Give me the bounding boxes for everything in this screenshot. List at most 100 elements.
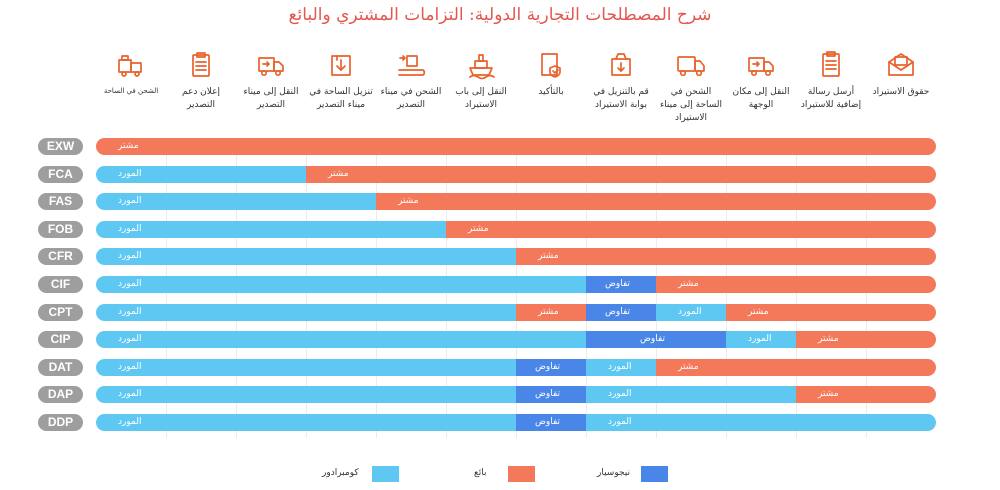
incoterm-code: FOB — [38, 220, 83, 238]
segment-buyer: مشتر — [306, 165, 936, 183]
segment-supplier: المورد — [96, 220, 446, 238]
legend-swatch-supplier — [372, 466, 399, 482]
segment-label: المورد — [118, 389, 142, 400]
incoterm-code: DAP — [38, 386, 83, 404]
segment-supplier: المورد — [96, 358, 516, 376]
segment-label: تفاوض — [535, 417, 561, 427]
segment-supplier: المورد — [96, 276, 586, 293]
legend-label: كومبرادور — [322, 468, 359, 478]
segment-label: المورد — [118, 251, 142, 262]
segment-negotiate: تفاوض — [516, 414, 586, 431]
segment-label: مشتر — [118, 141, 139, 151]
box-download-icon — [326, 50, 356, 80]
incoterm-code: FAS — [38, 193, 83, 211]
segment-label: المورد — [608, 361, 632, 372]
segment-supplier: المورد — [586, 386, 796, 404]
segment-negotiate: تفاوض — [586, 303, 656, 321]
segment-buyer: مشتر — [516, 303, 586, 321]
segment-negotiate: تفاوض — [516, 358, 586, 376]
column-header: أرسل رسالة إضافية للاستيراد — [800, 87, 862, 110]
legend-swatch-negotiate — [641, 466, 668, 482]
incoterm-code: CIF — [38, 276, 83, 293]
segment-buyer: مشتر — [446, 220, 936, 238]
segment-supplier: المورد — [96, 386, 516, 404]
column-header: النقل إلى باب الاستيراد — [455, 87, 507, 110]
column-header: النقل إلى مكان الوجهة — [732, 87, 790, 110]
truck-icon — [676, 50, 706, 80]
incoterm-code: CIP — [38, 331, 83, 349]
segment-label: مشتر — [398, 196, 419, 207]
segment-label: المورد — [118, 361, 142, 372]
segment-label: المورد — [748, 334, 772, 345]
legend-swatch-buyer — [508, 466, 535, 482]
segment-label: تفاوض — [640, 334, 666, 345]
incoterm-code: FCA — [38, 165, 83, 183]
segment-buyer: مشتر — [656, 358, 936, 376]
page-title: شرح المصطلحات التجارية الدولية: التزامات… — [288, 5, 712, 25]
segment-label: المورد — [118, 306, 142, 317]
envelope-icon — [886, 50, 916, 80]
segment-label: المورد — [118, 223, 142, 234]
segment-label: مشتر — [328, 168, 349, 179]
segment-label: مشتر — [538, 306, 559, 317]
segment-negotiate: تفاوض — [516, 386, 586, 404]
column-header: قم بالتنزيل في بوابة الاستيراد — [593, 87, 649, 110]
segment-supplier: المورد — [586, 414, 936, 431]
segment-buyer: مشتر — [656, 276, 936, 293]
box-unload-icon — [606, 50, 636, 80]
segment-supplier: المورد — [726, 331, 796, 349]
incoterm-code: CFR — [38, 248, 83, 266]
column-header: الشحن في الساحة — [103, 87, 159, 95]
segment-negotiate: تفاوض — [586, 331, 726, 349]
column-header: الشحن في الساحة إلى ميناء الاستيراد — [659, 87, 723, 123]
segment-buyer: مشتر — [96, 138, 936, 155]
segment-supplier: المورد — [656, 303, 726, 321]
insurance-check-icon — [536, 50, 566, 80]
segment-negotiate: تفاوض — [586, 276, 656, 293]
delivery-truck-icon — [256, 50, 286, 80]
segment-supplier: المورد — [96, 165, 306, 183]
segment-label: المورد — [118, 168, 142, 179]
segment-supplier: المورد — [96, 331, 586, 349]
column-header: النقل إلى ميناء التصدير — [243, 87, 299, 110]
segment-label: المورد — [118, 417, 142, 427]
column-header: حقوق الاستيراد — [872, 87, 930, 97]
segment-label: مشتر — [678, 279, 699, 289]
segment-label: تفاوض — [605, 306, 631, 317]
segment-label: مشتر — [538, 251, 559, 262]
conveyor-box-icon — [396, 50, 426, 80]
segment-label: مشتر — [748, 306, 769, 317]
cargo-ship-icon — [466, 50, 496, 80]
segment-label: مشتر — [818, 389, 839, 400]
segment-supplier: المورد — [586, 358, 656, 376]
delivery-truck-icon — [746, 50, 776, 80]
segment-label: مشتر — [678, 361, 699, 372]
segment-buyer: مشتر — [376, 193, 936, 211]
segment-label: مشتر — [468, 223, 489, 234]
column-header: تنزيل الساحة في ميناء التصدير — [309, 87, 373, 110]
segment-buyer: مشتر — [726, 303, 936, 321]
segment-label: المورد — [118, 196, 142, 207]
segment-label: المورد — [118, 334, 142, 345]
legend-label: نيجوسيار — [597, 468, 631, 478]
incoterm-code: EXW — [38, 138, 83, 155]
segment-label: المورد — [118, 279, 142, 289]
segment-buyer: مشتر — [796, 386, 936, 404]
segment-supplier: المورد — [96, 248, 516, 266]
segment-buyer: مشتر — [516, 248, 936, 266]
legend-label: بائع — [474, 468, 487, 478]
incoterm-code: DAT — [38, 358, 83, 376]
segment-supplier: المورد — [96, 303, 516, 321]
document-icon — [816, 50, 846, 80]
segment-label: المورد — [608, 389, 632, 400]
incoterm-code: DDP — [38, 414, 83, 431]
segment-label: تفاوض — [605, 279, 631, 289]
segment-label: المورد — [678, 306, 702, 317]
column-header: الشحن في ميناء التصدير — [380, 87, 442, 110]
column-header: بالتأكيد — [538, 87, 564, 97]
segment-label: مشتر — [818, 334, 839, 345]
column-header: إعلان دعم التصدير — [181, 87, 221, 110]
segment-supplier: المورد — [96, 414, 516, 431]
segment-supplier: المورد — [96, 193, 376, 211]
incoterm-code: CPT — [38, 303, 83, 321]
